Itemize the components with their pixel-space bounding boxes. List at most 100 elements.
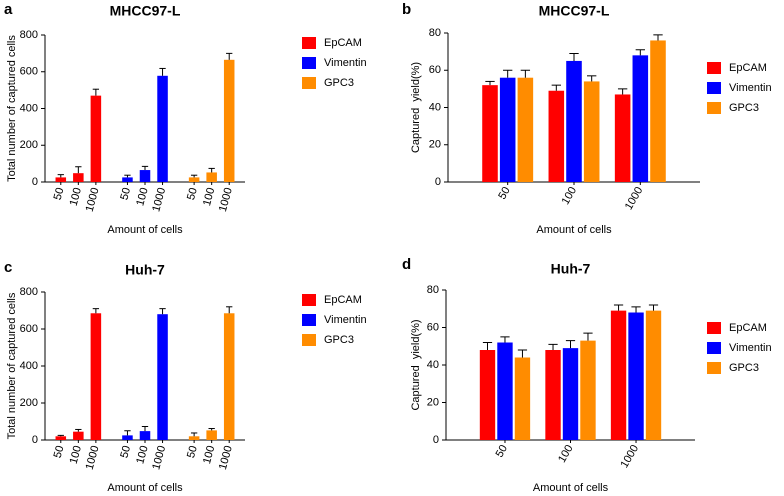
legend-swatch <box>707 362 721 374</box>
bar <box>482 85 498 182</box>
y-tick-label: 0 <box>32 434 38 446</box>
bar <box>479 350 496 440</box>
x-axis-label: Amount of cells <box>536 224 612 236</box>
bar <box>583 81 600 182</box>
legend-label: EpCAM <box>324 294 362 306</box>
x-axis-label: Amount of cells <box>107 482 183 494</box>
x-tick-label: 1000 <box>84 444 102 471</box>
y-tick-label: 60 <box>427 321 439 333</box>
bar <box>90 95 102 182</box>
bar <box>122 435 133 440</box>
bar <box>157 75 168 182</box>
legend-label: Vimentin <box>324 57 367 69</box>
bar <box>614 94 631 182</box>
y-tick-label: 80 <box>427 284 439 296</box>
legend-swatch <box>707 82 721 94</box>
x-tick-label: 100 <box>556 443 576 465</box>
legend-swatch <box>707 102 721 114</box>
legend-swatch <box>707 322 721 334</box>
x-tick-label: 1000 <box>623 185 646 212</box>
bar <box>580 340 596 440</box>
legend-swatch <box>302 334 316 346</box>
bar <box>55 177 67 182</box>
x-tick-label: 100 <box>560 185 580 207</box>
legend-swatch <box>707 62 721 74</box>
legend-label: Vimentin <box>729 82 772 94</box>
bar <box>206 430 217 440</box>
bar <box>122 177 133 182</box>
y-tick-label: 600 <box>20 323 38 335</box>
bar <box>499 77 516 182</box>
y-axis-label: Total number of captured cells <box>6 292 18 439</box>
bar <box>73 431 84 440</box>
x-tick-label: 50 <box>494 443 511 460</box>
y-tick-label: 600 <box>20 66 38 78</box>
bar <box>139 170 151 182</box>
bar <box>139 431 151 440</box>
legend-label: GPC3 <box>729 102 759 114</box>
bar <box>514 357 531 440</box>
x-tick-label: 50 <box>118 186 133 201</box>
panel-letter: c <box>4 259 12 276</box>
bar <box>497 342 513 440</box>
panel-letter: d <box>402 256 411 273</box>
y-tick-label: 200 <box>20 139 38 151</box>
legend-label: EpCAM <box>729 322 767 334</box>
y-tick-label: 0 <box>32 176 38 188</box>
bar <box>188 436 200 440</box>
bar <box>610 310 627 440</box>
x-axis-label: Amount of cells <box>533 482 609 494</box>
y-tick-label: 400 <box>20 360 38 372</box>
chart-title: Huh-7 <box>125 262 165 278</box>
bar <box>645 310 662 440</box>
y-tick-label: 40 <box>427 359 439 371</box>
bar <box>562 348 579 440</box>
x-tick-label: 100 <box>134 186 150 207</box>
y-tick-label: 0 <box>433 434 439 446</box>
legend-label: GPC3 <box>324 334 354 346</box>
x-tick-label: 50 <box>185 186 200 201</box>
bar <box>206 172 217 182</box>
y-tick-label: 60 <box>429 64 441 76</box>
bar <box>517 77 534 182</box>
bar <box>73 173 84 182</box>
bar <box>55 436 67 440</box>
bar <box>566 60 582 182</box>
x-tick-label: 1000 <box>150 444 168 471</box>
bar <box>157 314 168 440</box>
x-tick-label: 1000 <box>619 443 642 470</box>
legend-label: GPC3 <box>324 77 354 89</box>
y-tick-label: 200 <box>20 397 38 409</box>
y-tick-label: 0 <box>435 176 441 188</box>
chart-title: MHCC97-L <box>539 3 610 19</box>
bar <box>548 90 565 182</box>
legend-label: GPC3 <box>729 362 759 374</box>
bar <box>545 350 561 440</box>
panel-letter: b <box>402 1 411 18</box>
legend-swatch <box>302 77 316 89</box>
bar <box>188 177 200 182</box>
x-tick-label: 50 <box>52 186 67 201</box>
x-tick-label: 100 <box>201 444 217 465</box>
bar <box>632 55 649 182</box>
x-tick-label: 100 <box>134 444 150 465</box>
bar <box>628 312 644 440</box>
y-tick-label: 800 <box>20 29 38 41</box>
bar <box>90 313 102 440</box>
chart-title: Huh-7 <box>551 261 591 277</box>
y-tick-label: 800 <box>20 286 38 298</box>
x-tick-label: 50 <box>185 444 200 459</box>
y-tick-label: 20 <box>429 139 441 151</box>
y-axis-label: Captured yield(%) <box>410 62 422 153</box>
legend-swatch <box>302 57 316 69</box>
x-tick-label: 100 <box>68 444 84 465</box>
y-tick-label: 20 <box>427 396 439 408</box>
legend-label: EpCAM <box>729 62 767 74</box>
legend-swatch <box>302 314 316 326</box>
legend-label: EpCAM <box>324 37 362 49</box>
x-tick-label: 50 <box>52 444 67 459</box>
chart-title: MHCC97-L <box>110 3 181 19</box>
y-tick-label: 40 <box>429 101 441 113</box>
bar <box>223 59 235 182</box>
legend-label: Vimentin <box>729 342 772 354</box>
